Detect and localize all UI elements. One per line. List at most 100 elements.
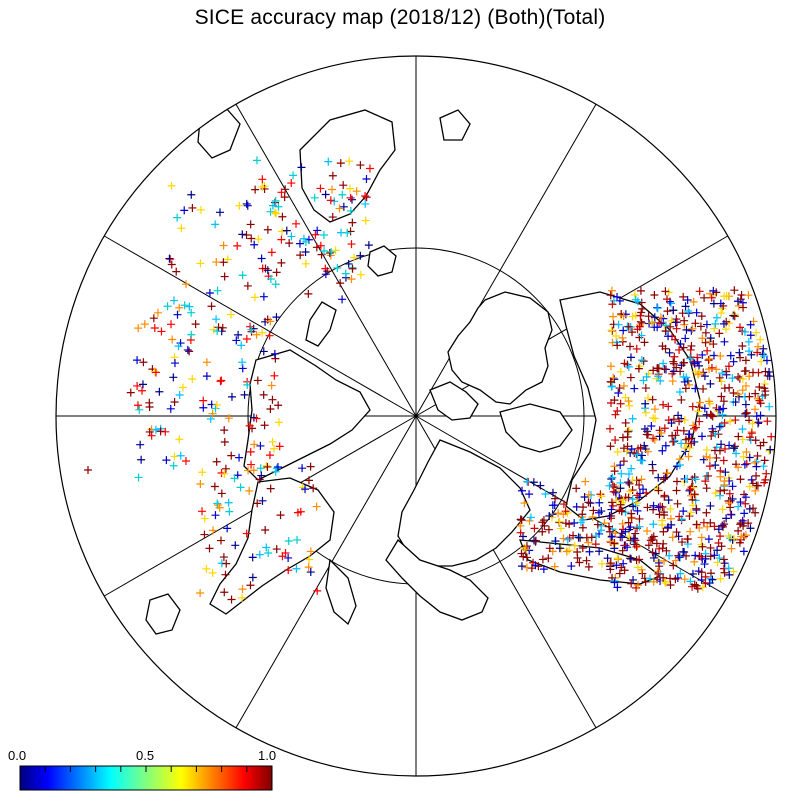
observation-marker [578, 523, 587, 532]
observation-marker [641, 399, 650, 408]
observation-marker [613, 407, 622, 416]
colorbar-tick-marks [19, 766, 273, 772]
observation-marker [544, 525, 553, 534]
observation-marker [643, 430, 652, 439]
observation-marker [175, 391, 184, 400]
observation-marker [270, 371, 279, 380]
observation-marker [636, 311, 645, 320]
observation-marker [704, 356, 713, 365]
observation-marker [660, 365, 669, 374]
observation-marker [618, 546, 627, 555]
observation-marker [231, 541, 240, 550]
observation-marker [715, 373, 724, 382]
observation-marker [753, 394, 762, 403]
observation-marker [702, 445, 711, 454]
observation-marker [736, 353, 745, 362]
observation-marker [170, 452, 179, 461]
observation-marker [725, 489, 734, 498]
observation-marker [648, 466, 657, 475]
observation-marker [563, 508, 572, 517]
svalbard-coast [367, 245, 397, 277]
observation-marker [709, 286, 718, 295]
observation-marker [706, 518, 715, 527]
observation-marker [284, 553, 293, 562]
observation-marker [243, 281, 252, 290]
observation-marker [712, 313, 721, 322]
observation-marker [277, 258, 286, 267]
observation-marker [669, 306, 678, 315]
observation-marker [706, 574, 715, 583]
observation-marker [257, 254, 266, 263]
observation-marker [352, 187, 361, 196]
observation-marker [321, 190, 330, 199]
observation-marker [627, 554, 636, 563]
observation-marker [258, 328, 267, 337]
observation-marker [705, 354, 714, 363]
observation-marker [632, 499, 641, 508]
observation-marker [531, 537, 540, 546]
observation-marker [641, 384, 650, 393]
observation-marker [659, 573, 668, 582]
observation-marker [647, 533, 656, 542]
observation-marker [567, 562, 576, 571]
observation-marker [151, 368, 160, 377]
observation-marker [270, 444, 279, 453]
observation-marker [150, 324, 159, 333]
observation-marker [719, 404, 728, 413]
meridian-line [235, 415, 417, 729]
observation-marker [667, 419, 676, 428]
observation-marker [701, 338, 710, 347]
observation-marker [680, 415, 689, 424]
observation-marker [725, 441, 734, 450]
observation-marker [720, 292, 729, 301]
observation-marker [614, 320, 623, 329]
observation-marker [224, 414, 233, 423]
observation-marker [523, 477, 532, 486]
observation-marker [641, 577, 650, 586]
observation-marker [637, 331, 646, 340]
observation-marker [548, 488, 557, 497]
observation-marker [641, 408, 650, 417]
observation-marker [735, 348, 744, 357]
observation-marker [310, 193, 319, 202]
observation-marker [691, 475, 700, 484]
observation-marker [306, 568, 315, 577]
observation-marker [242, 199, 251, 208]
observation-marker [650, 435, 659, 444]
observation-marker [613, 292, 622, 301]
observation-marker [235, 201, 244, 210]
observation-marker [544, 554, 553, 563]
observation-marker [338, 190, 347, 199]
observation-marker [753, 348, 762, 357]
observation-marker [683, 295, 692, 304]
observation-marker [619, 457, 628, 466]
observation-marker [242, 529, 251, 538]
observation-marker [209, 526, 218, 535]
observation-marker [561, 519, 570, 528]
observation-marker [616, 461, 625, 470]
observation-marker [639, 357, 648, 366]
observation-marker [624, 322, 633, 331]
observation-marker [243, 201, 252, 210]
observation-marker [594, 508, 603, 517]
observation-marker [627, 509, 636, 518]
observation-marker [253, 499, 262, 508]
observation-marker [613, 555, 622, 564]
observation-marker [624, 478, 633, 487]
observation-marker [752, 412, 761, 421]
observation-marker [255, 475, 264, 484]
observation-marker [741, 356, 750, 365]
observation-marker [661, 326, 670, 335]
observation-marker [271, 467, 280, 476]
observation-marker [263, 225, 272, 234]
observation-marker [644, 541, 653, 550]
observation-marker [750, 405, 759, 414]
observation-marker [361, 216, 370, 225]
observation-marker [173, 213, 182, 222]
observation-marker [637, 475, 646, 484]
observation-marker [751, 486, 760, 495]
observation-marker [324, 157, 333, 166]
observation-marker [710, 522, 719, 531]
observation-marker [681, 447, 690, 456]
meridian-line [415, 103, 597, 417]
